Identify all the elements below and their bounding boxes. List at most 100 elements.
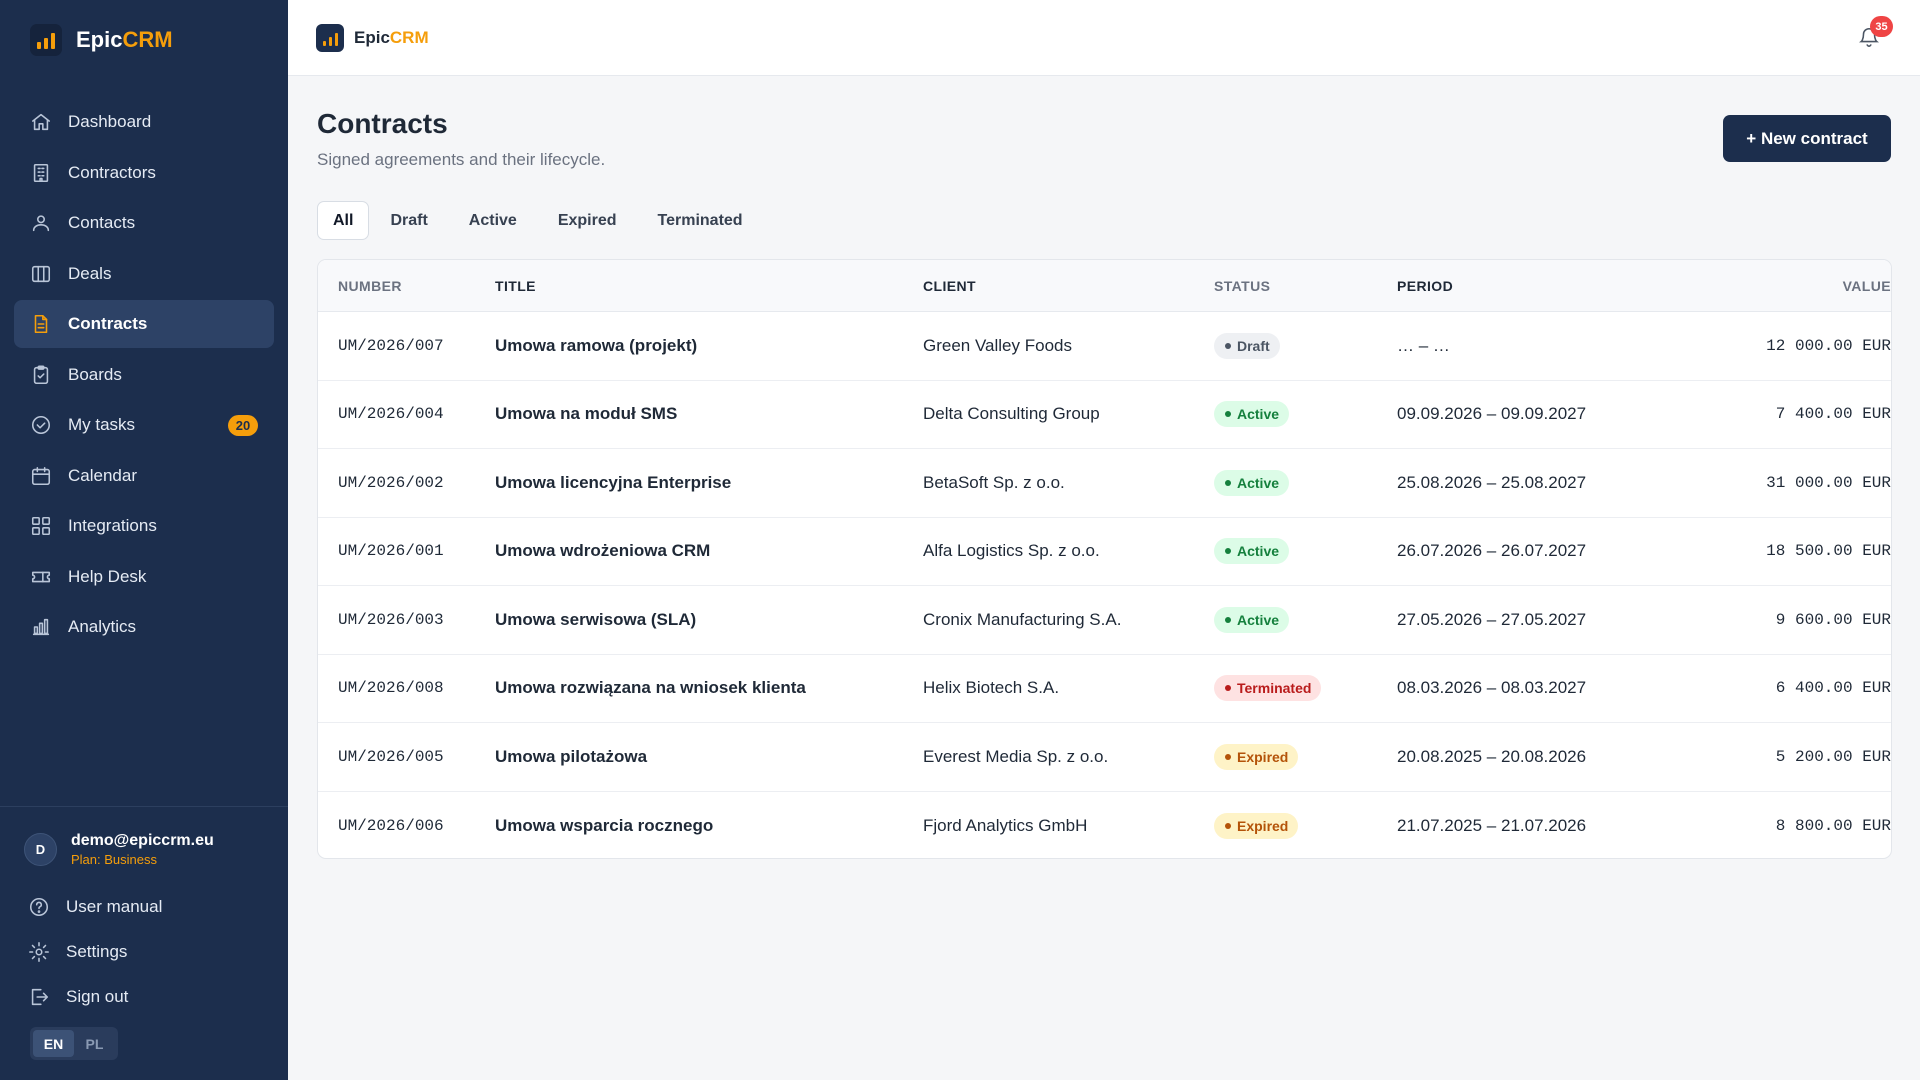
contract-client-cell: Alfa Logistics Sp. z o.o. <box>923 541 1100 561</box>
contract-status-cell: Active <box>1214 538 1397 565</box>
page-title: Contracts <box>317 108 448 139</box>
bell-icon <box>1858 28 1880 47</box>
sidebar-item-analytics[interactable]: Analytics <box>14 603 274 651</box>
columns-icon <box>30 263 52 285</box>
contract-number-cell: UM/2026/005 <box>338 747 444 766</box>
contract-period-cell: 08.03.2026 – 08.03.2027 <box>1397 678 1587 698</box>
sidebar-bottom-links: User manual Settings Sign out <box>28 884 162 1019</box>
language-option-en[interactable]: EN <box>33 1030 74 1057</box>
sidebar-item-contracts[interactable]: Contracts <box>14 300 274 348</box>
sidebar-item-label: Contractors <box>68 162 156 182</box>
status-filter-tabs: All Draft Active Expired Terminated <box>317 201 764 240</box>
sidebar-item-contacts[interactable]: Contacts <box>14 199 274 247</box>
contract-value-cell: 6 400.00 EUR <box>1775 679 1891 698</box>
contract-number-cell: UM/2026/003 <box>338 610 444 629</box>
tab-draft[interactable]: Draft <box>390 211 428 229</box>
sidebar-link-user-manual[interactable]: User manual <box>28 884 162 929</box>
status-badge: Expired <box>1214 812 1299 839</box>
sidebar: EpicCRM Dashboard Contractors Contacts Deal… <box>0 0 288 1080</box>
contract-number-cell: UM/2026/002 <box>338 473 444 492</box>
sidebar-item-label: Deals <box>68 263 112 283</box>
contract-period-cell: 09.09.2026 – 09.09.2027 <box>1397 404 1587 424</box>
contract-number-cell: UM/2026/008 <box>338 679 444 698</box>
tab-active[interactable]: Active <box>468 211 517 229</box>
contract-status-cell: Expired <box>1214 812 1397 839</box>
sidebar-link-label: Sign out <box>66 986 129 1006</box>
status-badge: Active <box>1214 401 1290 428</box>
contract-status-cell: Expired <box>1214 743 1397 770</box>
tab-expired[interactable]: Expired <box>557 211 617 229</box>
topbar-brand[interactable]: EpicCRM <box>316 24 429 52</box>
table-row[interactable]: UM/2026/003 Umowa serwisowa (SLA) Cronix M… <box>318 586 1891 655</box>
contract-title-cell: Umowa wsparcia rocznego <box>495 815 714 835</box>
contract-status-cell: Terminated <box>1214 675 1397 702</box>
contract-value-cell: 9 600.00 EUR <box>1775 610 1891 629</box>
sidebar-item-integrations[interactable]: Integrations <box>14 502 274 550</box>
contract-period-cell: 21.07.2025 – 21.07.2026 <box>1397 815 1587 835</box>
table-row[interactable]: UM/2026/007 Umowa ramowa (projekt) Green V… <box>318 312 1891 381</box>
user-profile[interactable]: D demo@epiccrm.eu Plan: Business <box>24 832 214 867</box>
sidebar-link-settings[interactable]: Settings <box>28 929 162 974</box>
sidebar-brand[interactable]: EpicCRM <box>30 24 173 56</box>
table-row[interactable]: UM/2026/001 Umowa wdrożeniowa CRM Alfa Log… <box>318 518 1891 586</box>
contract-status-cell: Draft <box>1214 332 1397 359</box>
sidebar-item-label: Contacts <box>68 213 136 232</box>
table-row[interactable]: UM/2026/004 Umowa na moduł SMS Delta Consu… <box>318 381 1891 449</box>
user-email: demo@epiccrm.eu <box>71 832 214 849</box>
sidebar-item-calendar[interactable]: Calendar <box>14 452 274 500</box>
tab-terminated[interactable]: Terminated <box>657 211 743 229</box>
contract-value-cell: 31 000.00 EUR <box>1766 473 1891 492</box>
document-icon <box>30 313 52 335</box>
calendar-icon <box>30 465 52 487</box>
contract-title-cell: Umowa wdrożeniowa CRM <box>495 541 711 561</box>
status-badge: Terminated <box>1214 675 1322 702</box>
status-badge: Active <box>1214 538 1290 565</box>
contract-value-cell: 18 500.00 EUR <box>1766 542 1891 561</box>
column-header-value[interactable]: VALUE <box>1842 277 1891 294</box>
column-header-status[interactable]: STATUS <box>1214 277 1271 294</box>
ticket-icon <box>30 566 52 588</box>
contract-period-cell: … – … <box>1397 335 1450 355</box>
sidebar-item-contractors[interactable]: Contractors <box>14 149 274 197</box>
sidebar-divider <box>0 806 288 807</box>
logo-icon <box>316 24 344 52</box>
notifications-count-badge: 35 <box>1870 16 1893 37</box>
status-badge: Draft <box>1214 332 1280 359</box>
contract-title-cell: Umowa serwisowa (SLA) <box>495 609 697 629</box>
page-subtitle: Signed agreements and their lifecycle. <box>317 150 606 169</box>
sidebar-item-my-tasks[interactable]: My tasks 20 <box>14 401 274 449</box>
table-row[interactable]: UM/2026/008 Umowa rozwiązana na wniosek k… <box>318 655 1891 723</box>
sidebar-item-boards[interactable]: Boards <box>14 351 274 399</box>
contract-number-cell: UM/2026/007 <box>338 336 444 355</box>
contract-value-cell: 8 800.00 EUR <box>1775 816 1891 835</box>
language-switcher: EN PL <box>30 1027 118 1060</box>
table-row[interactable]: UM/2026/002 Umowa licencyjna Enterprise Be… <box>318 449 1891 518</box>
contract-value-cell: 7 400.00 EUR <box>1775 405 1891 424</box>
contract-status-cell: Active <box>1214 469 1397 496</box>
contract-title-cell: Umowa pilotażowa <box>495 746 648 766</box>
column-header-title[interactable]: TITLE <box>495 277 536 294</box>
sidebar-item-label: Integrations <box>68 516 157 535</box>
notifications-button[interactable]: 35 <box>1858 16 1893 50</box>
language-option-pl[interactable]: PL <box>85 1035 104 1052</box>
contract-status-cell: Active <box>1214 606 1397 633</box>
new-contract-button[interactable]: + New contract <box>1723 115 1891 162</box>
sidebar-item-deals[interactable]: Deals <box>14 250 274 298</box>
sidebar-item-label: Calendar <box>68 465 137 485</box>
contract-client-cell: Green Valley Foods <box>923 335 1072 355</box>
sidebar-item-label: My tasks <box>68 415 136 434</box>
contract-client-cell: Delta Consulting Group <box>923 404 1100 424</box>
table-body: UM/2026/007 Umowa ramowa (projekt) Green V… <box>318 312 1891 859</box>
table-row[interactable]: UM/2026/006 Umowa wsparcia rocznego Fjord … <box>318 792 1891 859</box>
sidebar-link-label: Settings <box>66 941 128 961</box>
tab-all[interactable]: All <box>317 201 370 240</box>
column-header-client[interactable]: CLIENT <box>923 277 976 294</box>
column-header-period[interactable]: PERIOD <box>1397 277 1454 294</box>
column-header-number[interactable]: NUMBER <box>338 277 402 294</box>
table-row[interactable]: UM/2026/005 Umowa pilotażowa Everest Media… <box>318 723 1891 792</box>
sidebar-item-help-desk[interactable]: Help Desk <box>14 553 274 601</box>
sidebar-link-sign-out[interactable]: Sign out <box>28 974 162 1019</box>
contract-client-cell: Cronix Manufacturing S.A. <box>923 609 1122 629</box>
contracts-table: NUMBER TITLE CLIENT STATUS PERIOD VALUE UM/20… <box>317 259 1892 859</box>
sidebar-item-dashboard[interactable]: Dashboard <box>14 98 274 146</box>
